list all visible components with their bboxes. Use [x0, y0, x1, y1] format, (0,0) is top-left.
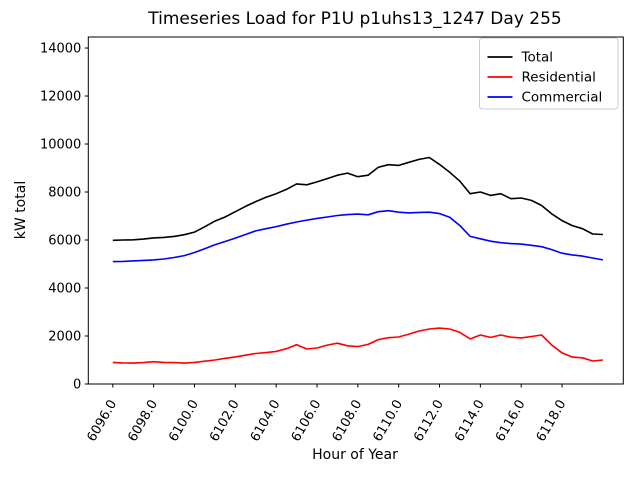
- x-tick-label: 6112.0: [411, 398, 447, 445]
- x-tick-label: 6118.0: [534, 398, 570, 445]
- legend-label-commercial: Commercial: [522, 90, 603, 106]
- x-tick-label: 6100.0: [166, 398, 202, 445]
- y-tick-label: 12000: [40, 90, 81, 105]
- x-tick-label: 6102.0: [207, 398, 243, 445]
- line-commercial: [112, 209, 604, 263]
- y-tick-label: 8000: [48, 186, 81, 201]
- y-axis-label: kW total: [13, 181, 29, 239]
- y-tick-label: 0: [73, 378, 81, 393]
- y-tick-label: 10000: [40, 138, 81, 153]
- x-axis-label: Hour of Year: [312, 447, 398, 463]
- legend: Total Residential Commercial: [479, 37, 619, 110]
- legend-label-residential: Residential: [522, 70, 596, 86]
- axes-frame: [87, 36, 624, 385]
- line-total: [112, 156, 603, 242]
- y-tick-label: 14000: [40, 42, 81, 57]
- x-tick-label: 6096.0: [85, 398, 121, 445]
- legend-box: [479, 37, 619, 110]
- y-tick-label: 4000: [48, 282, 81, 297]
- x-tick-label: 6098.0: [125, 398, 161, 445]
- x-tick-label: 6116.0: [493, 398, 529, 445]
- y-tick-label: 6000: [48, 234, 81, 249]
- x-tick-label: 6108.0: [330, 398, 366, 445]
- plot-lines: [112, 156, 604, 364]
- x-tick-label: 6110.0: [370, 398, 406, 445]
- y-tick-label: 2000: [48, 330, 81, 345]
- x-tick-label: 6114.0: [452, 398, 488, 445]
- chart-title: Timeseries Load for P1U p1uhs13_1247 Day…: [147, 9, 561, 29]
- line-residential: [112, 327, 603, 364]
- x-tick-label: 6106.0: [289, 398, 325, 445]
- x-tick-label: 6104.0: [248, 398, 284, 445]
- legend-label-total: Total: [521, 50, 554, 66]
